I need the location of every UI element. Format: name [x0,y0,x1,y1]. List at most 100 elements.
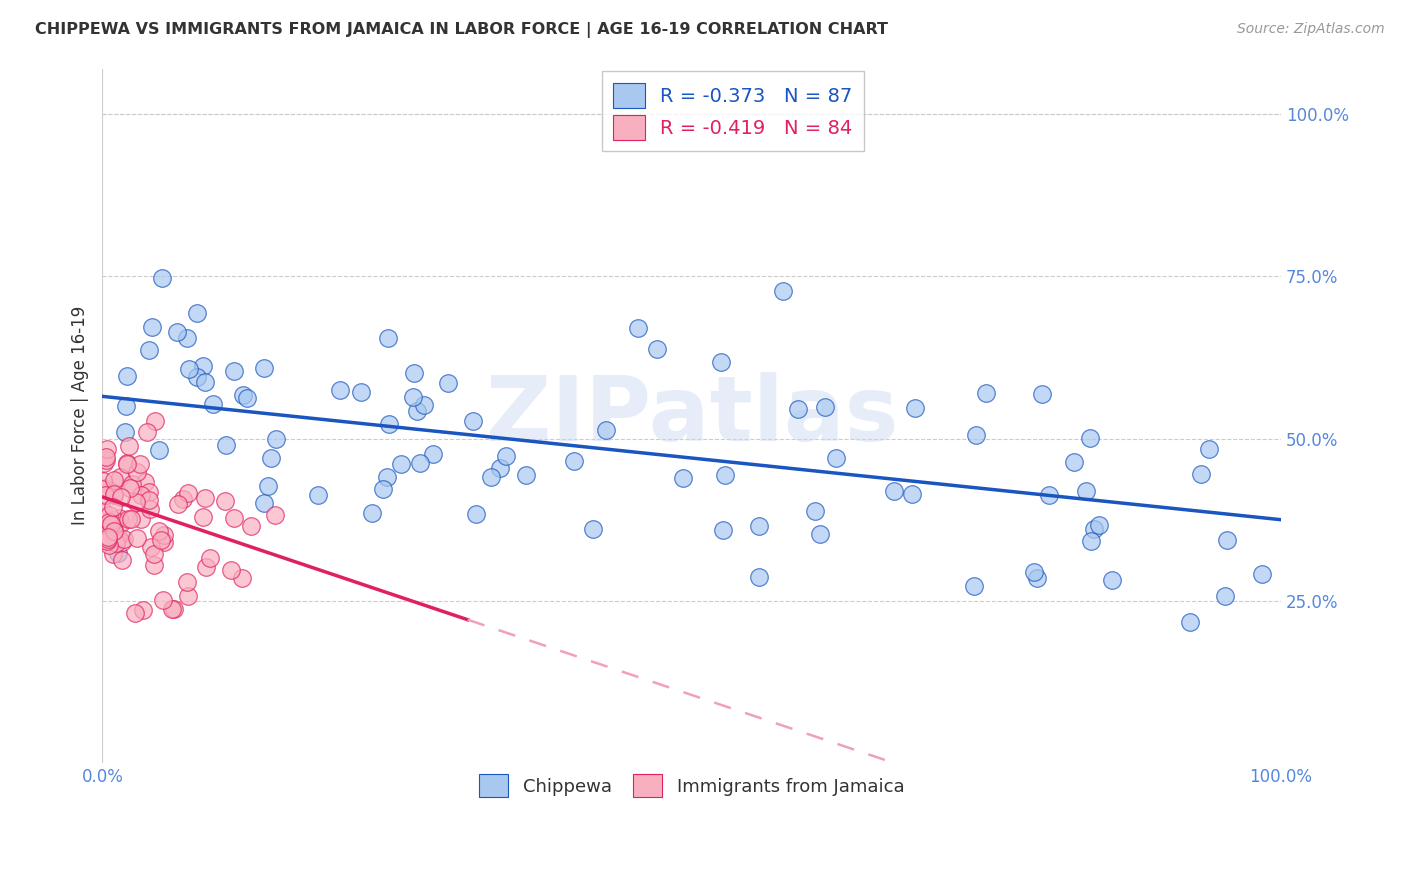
Point [94,488,117,502]
Point [222,364,245,378]
Point [98,515,121,529]
Point [111,535,134,549]
Point [191,359,214,373]
Text: ZIPatlas: ZIPatlas [485,372,898,460]
Point [110,516,132,530]
Point [132,603,155,617]
Point [91,475,114,489]
Point [406,404,429,418]
Point [111,553,134,567]
Point [257,478,280,492]
Point [194,559,217,574]
Point [103,516,125,530]
Point [138,484,160,499]
Point [409,456,432,470]
Point [115,400,138,414]
Point [177,589,200,603]
Point [1038,488,1060,502]
Point [120,511,142,525]
Point [1198,442,1220,456]
Point [748,570,770,584]
Point [128,458,150,472]
Point [97,530,120,544]
Point [215,438,238,452]
Point [377,331,399,345]
Point [104,536,127,550]
Point [107,530,129,544]
Point [129,488,152,502]
Point [186,306,208,320]
Point [114,425,136,439]
Point [153,534,176,549]
Point [645,342,668,356]
Point [581,522,603,536]
Point [974,386,997,401]
Point [112,532,135,546]
Point [814,401,837,415]
Point [479,470,502,484]
Point [713,468,735,483]
Point [627,321,650,335]
Point [101,547,124,561]
Point [93,456,115,470]
Point [118,439,141,453]
Point [103,513,125,527]
Point [465,508,488,522]
Point [1213,589,1236,603]
Point [412,398,434,412]
Point [239,519,262,533]
Point [160,601,183,615]
Point [253,361,276,376]
Point [103,488,125,502]
Point [883,483,905,498]
Point [193,509,215,524]
Point [804,504,827,518]
Point [124,607,146,621]
Point [808,526,831,541]
Point [129,512,152,526]
Point [1078,431,1101,445]
Point [264,508,287,522]
Point [194,491,217,506]
Point [562,454,585,468]
Point [176,330,198,344]
Point [96,442,118,456]
Point [963,579,986,593]
Point [1189,467,1212,481]
Point [194,376,217,390]
Point [214,494,236,508]
Point [125,494,148,508]
Point [389,458,412,472]
Point [231,571,253,585]
Point [307,488,329,502]
Point [135,425,157,440]
Point [134,475,156,490]
Point [1025,571,1047,585]
Point [1022,566,1045,580]
Point [94,510,117,524]
Point [172,491,194,506]
Point [772,285,794,299]
Point [373,483,395,497]
Point [97,508,120,522]
Point [1250,567,1272,582]
Point [176,574,198,589]
Point [422,447,444,461]
Point [965,427,987,442]
Point [115,368,138,383]
Point [186,369,208,384]
Point [900,487,922,501]
Point [437,376,460,391]
Point [711,524,734,538]
Point [329,383,352,397]
Point [117,457,139,471]
Point [120,481,142,495]
Point [253,496,276,510]
Point [121,477,143,491]
Text: Source: ZipAtlas.com: Source: ZipAtlas.com [1237,22,1385,37]
Point [1074,483,1097,498]
Point [360,506,382,520]
Point [1083,522,1105,536]
Point [375,469,398,483]
Point [166,325,188,339]
